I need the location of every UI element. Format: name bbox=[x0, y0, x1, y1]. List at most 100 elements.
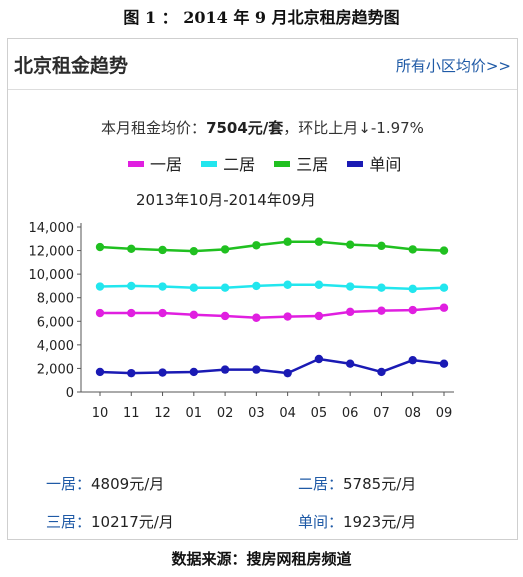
data-point bbox=[283, 237, 292, 246]
data-point bbox=[345, 359, 355, 368]
x-tick-label: 08 bbox=[404, 406, 421, 421]
stat-label: 单间： bbox=[298, 513, 344, 531]
y-tick-label: 8,000 bbox=[37, 292, 74, 307]
summary-prefix: 本月租金均价： bbox=[101, 119, 207, 137]
summary-price: 7504元/套 bbox=[206, 119, 284, 137]
data-point bbox=[95, 242, 105, 252]
all-communities-link[interactable]: 所有小区均价>> bbox=[395, 57, 511, 75]
x-tick-label: 01 bbox=[186, 406, 203, 421]
stat-label: 二居： bbox=[298, 475, 344, 493]
series-line bbox=[99, 357, 445, 375]
data-point bbox=[314, 354, 324, 364]
data-point bbox=[252, 241, 261, 250]
stat-label: 一居： bbox=[46, 475, 92, 493]
series-line bbox=[99, 283, 445, 291]
stat-value: 1923元/月 bbox=[343, 513, 417, 531]
chart-date-range: 2013年10月-2014年09月 bbox=[136, 191, 316, 209]
data-point bbox=[220, 245, 230, 254]
y-tick-label: 12,000 bbox=[29, 245, 75, 260]
legend-swatch-three-room bbox=[274, 161, 291, 167]
data-point bbox=[439, 359, 449, 368]
legend-swatch-two-room bbox=[201, 161, 218, 167]
legend-label: 单间 bbox=[369, 155, 402, 174]
stat-value: 5785元/月 bbox=[343, 475, 417, 493]
legend-item-single-room[interactable]: 单间 bbox=[347, 151, 401, 175]
data-point bbox=[345, 240, 355, 249]
legend-item-three-room[interactable]: 三居 bbox=[274, 151, 328, 175]
series-line bbox=[100, 306, 445, 320]
data-point bbox=[220, 283, 230, 292]
rent-line-chart: 0 2,000 4,000 6,000 8,000 10,000 12,000 14,000 1… bbox=[29, 221, 454, 421]
stat-label: 三居： bbox=[46, 513, 92, 531]
data-point bbox=[127, 281, 136, 291]
x-tick-label: 07 bbox=[373, 406, 390, 421]
data-point bbox=[408, 305, 417, 315]
data-point bbox=[189, 367, 199, 377]
data-point bbox=[408, 245, 417, 254]
stat-two-room: 二居：5785元/月 bbox=[298, 473, 416, 494]
x-tick-label: 12 bbox=[154, 406, 171, 421]
figure-caption: 图 1 ： 2014 年 9 月北京租房趋势图 bbox=[123, 8, 400, 27]
data-point bbox=[439, 246, 449, 255]
data-point bbox=[127, 368, 136, 378]
monthly-summary: 本月租金均价：7504元/套，环比上月↓-1.97% bbox=[8, 117, 517, 138]
stat-value: 4809元/月 bbox=[91, 475, 165, 493]
y-tick-label: 10,000 bbox=[29, 268, 75, 283]
data-point bbox=[127, 244, 136, 254]
stat-three-room: 三居：10217元/月 bbox=[46, 511, 174, 532]
legend-item-two-room[interactable]: 二居 bbox=[201, 151, 255, 175]
data-point bbox=[314, 280, 324, 289]
data-point bbox=[252, 365, 261, 374]
x-tick-label: 04 bbox=[279, 406, 296, 421]
legend-label: 三居 bbox=[296, 155, 329, 174]
x-tick-label: 02 bbox=[217, 406, 234, 421]
stat-value: 10217元/月 bbox=[91, 513, 174, 531]
data-point bbox=[220, 311, 230, 321]
data-point bbox=[377, 306, 386, 315]
y-tick-label: 14,000 bbox=[29, 221, 75, 236]
x-tick-label: 11 bbox=[123, 406, 140, 421]
data-point bbox=[252, 313, 261, 322]
data-source: 数据来源：搜房网租房频道 bbox=[171, 550, 352, 568]
data-point bbox=[377, 367, 386, 377]
x-tick-label: 09 bbox=[436, 406, 453, 421]
data-point bbox=[127, 308, 136, 318]
data-point bbox=[189, 310, 199, 320]
rent-stats: 一居：4809元/月 二居：5785元/月 三居：10217元/月 单间：192… bbox=[8, 467, 517, 537]
legend-item-one-room[interactable]: 一居 bbox=[128, 151, 182, 175]
data-point bbox=[283, 312, 292, 321]
data-point bbox=[314, 237, 324, 246]
legend-label: 二居 bbox=[223, 155, 256, 174]
data-point bbox=[189, 246, 199, 256]
x-tick-label: 06 bbox=[342, 406, 359, 421]
data-point bbox=[439, 283, 449, 292]
panel-title: 北京租金趋势 bbox=[14, 55, 129, 77]
data-point bbox=[283, 368, 292, 378]
panel-header: 北京租金趋势 所有小区均价>> bbox=[8, 39, 517, 90]
legend-swatch-single-room bbox=[347, 161, 364, 167]
y-tick-label: 6,000 bbox=[37, 315, 74, 330]
x-tick-label: 10 bbox=[92, 406, 109, 421]
data-point bbox=[158, 282, 167, 291]
data-point bbox=[158, 368, 167, 377]
data-point bbox=[95, 367, 105, 377]
summary-suffix: ，环比上月↓-1.97% bbox=[283, 119, 424, 137]
rent-trend-panel: 北京租金趋势 所有小区均价>> 本月租金均价：7504元/套，环比上月↓-1.9… bbox=[7, 38, 518, 540]
data-point bbox=[158, 308, 167, 318]
data-point bbox=[95, 282, 105, 291]
y-tick-label: 0 bbox=[66, 386, 74, 401]
data-point bbox=[252, 281, 261, 291]
chart-legend: 一居 二居 三居 单间 bbox=[128, 151, 415, 175]
stat-single-room: 单间：1923元/月 bbox=[298, 511, 416, 532]
data-point bbox=[345, 282, 355, 291]
data-point bbox=[377, 241, 386, 251]
y-tick-label: 2,000 bbox=[37, 362, 74, 377]
data-point bbox=[377, 283, 386, 292]
data-point bbox=[314, 311, 324, 321]
legend-swatch-one-room bbox=[128, 161, 144, 167]
data-point bbox=[283, 280, 292, 289]
x-tick-label: 03 bbox=[248, 406, 265, 421]
data-point bbox=[189, 283, 199, 292]
legend-label: 一居 bbox=[150, 155, 183, 174]
x-tick-label: 05 bbox=[311, 406, 328, 421]
